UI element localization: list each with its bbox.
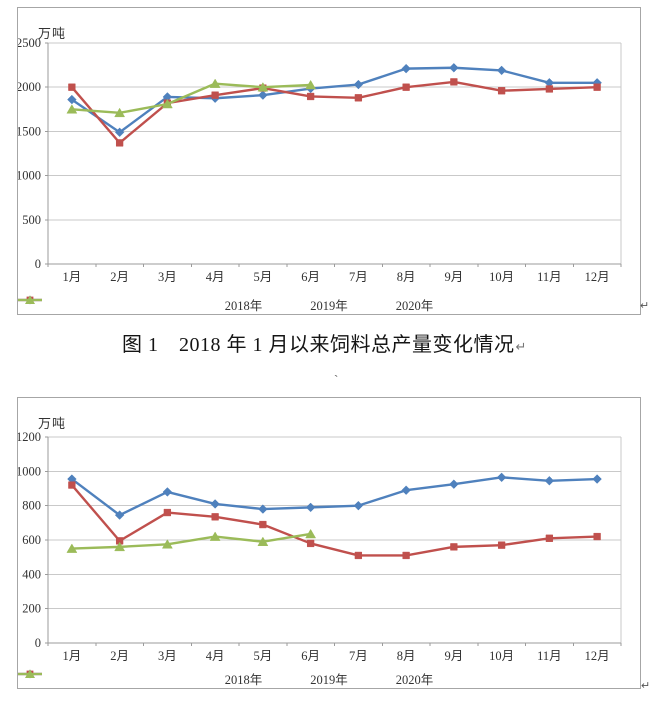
svg-text:2000: 2000 — [18, 80, 41, 94]
svg-text:6月: 6月 — [301, 270, 320, 284]
chart-feed-output-secondary: 0 200 400 600 800 1000 1200 1月 2月 3月 4月 5月 6月 7月 8月 9月 1… — [17, 397, 641, 689]
svg-text:8月: 8月 — [397, 270, 416, 284]
svg-text:1月: 1月 — [62, 270, 81, 284]
svg-text:12月: 12月 — [585, 649, 610, 663]
legend-item-2020: 2020年 — [18, 669, 434, 688]
legend-item-2019: 2019年 — [18, 295, 348, 314]
svg-text:1500: 1500 — [18, 124, 41, 138]
svg-text:2500: 2500 — [18, 36, 41, 50]
svg-text:5月: 5月 — [253, 270, 272, 284]
svg-text:1月: 1月 — [62, 649, 81, 663]
svg-text:6月: 6月 — [301, 649, 320, 663]
legend-label: 2020年 — [395, 673, 434, 687]
svg-text:12月: 12月 — [585, 270, 610, 284]
line-chart-canvas: 0 200 400 600 800 1000 1200 1月 2月 3月 4月 5月 6月 7月 8月 9月 1… — [18, 430, 622, 663]
svg-text:1000: 1000 — [18, 464, 41, 478]
paragraph-mark: ↵ — [640, 300, 649, 312]
svg-text:11月: 11月 — [537, 649, 562, 663]
paragraph-mark: ↵ — [641, 680, 649, 692]
legend-label: 2019年 — [310, 673, 348, 687]
svg-text:1000: 1000 — [18, 169, 41, 183]
triangle-marker-icon — [18, 669, 42, 678]
legend-label: 2018年 — [224, 673, 263, 687]
svg-text:1200: 1200 — [18, 430, 41, 444]
legend-item-2020: 2020年 — [18, 295, 434, 314]
legend-label: 2020年 — [395, 299, 434, 313]
svg-text:8月: 8月 — [397, 649, 416, 663]
svg-text:4月: 4月 — [206, 649, 225, 663]
svg-text:0: 0 — [35, 636, 41, 650]
paragraph-mark: ↵ — [515, 339, 527, 354]
stray-grave-mark: ` — [334, 372, 339, 387]
legend-item-2018: 2018年 — [18, 295, 263, 314]
svg-text:3月: 3月 — [158, 649, 177, 663]
legend-label: 2019年 — [310, 299, 348, 313]
svg-text:7月: 7月 — [349, 649, 368, 663]
svg-text:9月: 9月 — [444, 270, 463, 284]
svg-text:3月: 3月 — [158, 270, 177, 284]
chart-legend: 2018年 2019年 2020年 — [18, 295, 640, 314]
legend-label: 2018年 — [224, 299, 263, 313]
figure-caption: 图 1 2018 年 1 月以来饲料总产量变化情况↵ — [0, 328, 649, 357]
line-chart-canvas: 0 500 1000 1500 2000 2500 1月 2月 3月 4月 5月 6月 7月 8月 9月 10… — [18, 36, 622, 284]
svg-text:0: 0 — [35, 257, 41, 271]
svg-text:10月: 10月 — [489, 270, 514, 284]
svg-text:200: 200 — [22, 602, 41, 616]
svg-text:4月: 4月 — [206, 270, 225, 284]
svg-text:800: 800 — [22, 499, 41, 513]
svg-text:9月: 9月 — [444, 649, 463, 663]
chart-legend: 2018年 2019年 2020年 — [18, 669, 640, 688]
svg-text:5月: 5月 — [253, 649, 272, 663]
chart-total-feed-output: 0 500 1000 1500 2000 2500 1月 2月 3月 4月 5月 6月 7月 8月 9月 10… — [17, 7, 641, 315]
svg-text:10月: 10月 — [489, 649, 514, 663]
svg-text:2月: 2月 — [110, 270, 129, 284]
svg-text:500: 500 — [22, 213, 41, 227]
svg-text:11月: 11月 — [537, 270, 562, 284]
legend-item-2018: 2018年 — [18, 669, 263, 688]
svg-text:2月: 2月 — [110, 649, 129, 663]
figure-caption-text: 图 1 2018 年 1 月以来饲料总产量变化情况 — [122, 334, 515, 356]
y-axis-unit-label: 万吨 — [38, 26, 67, 41]
svg-text:400: 400 — [22, 567, 41, 581]
legend-item-2019: 2019年 — [18, 669, 348, 688]
svg-text:7月: 7月 — [349, 270, 368, 284]
y-axis-unit-label: 万吨 — [38, 416, 67, 431]
triangle-marker-icon — [18, 295, 42, 304]
svg-text:600: 600 — [22, 533, 41, 547]
